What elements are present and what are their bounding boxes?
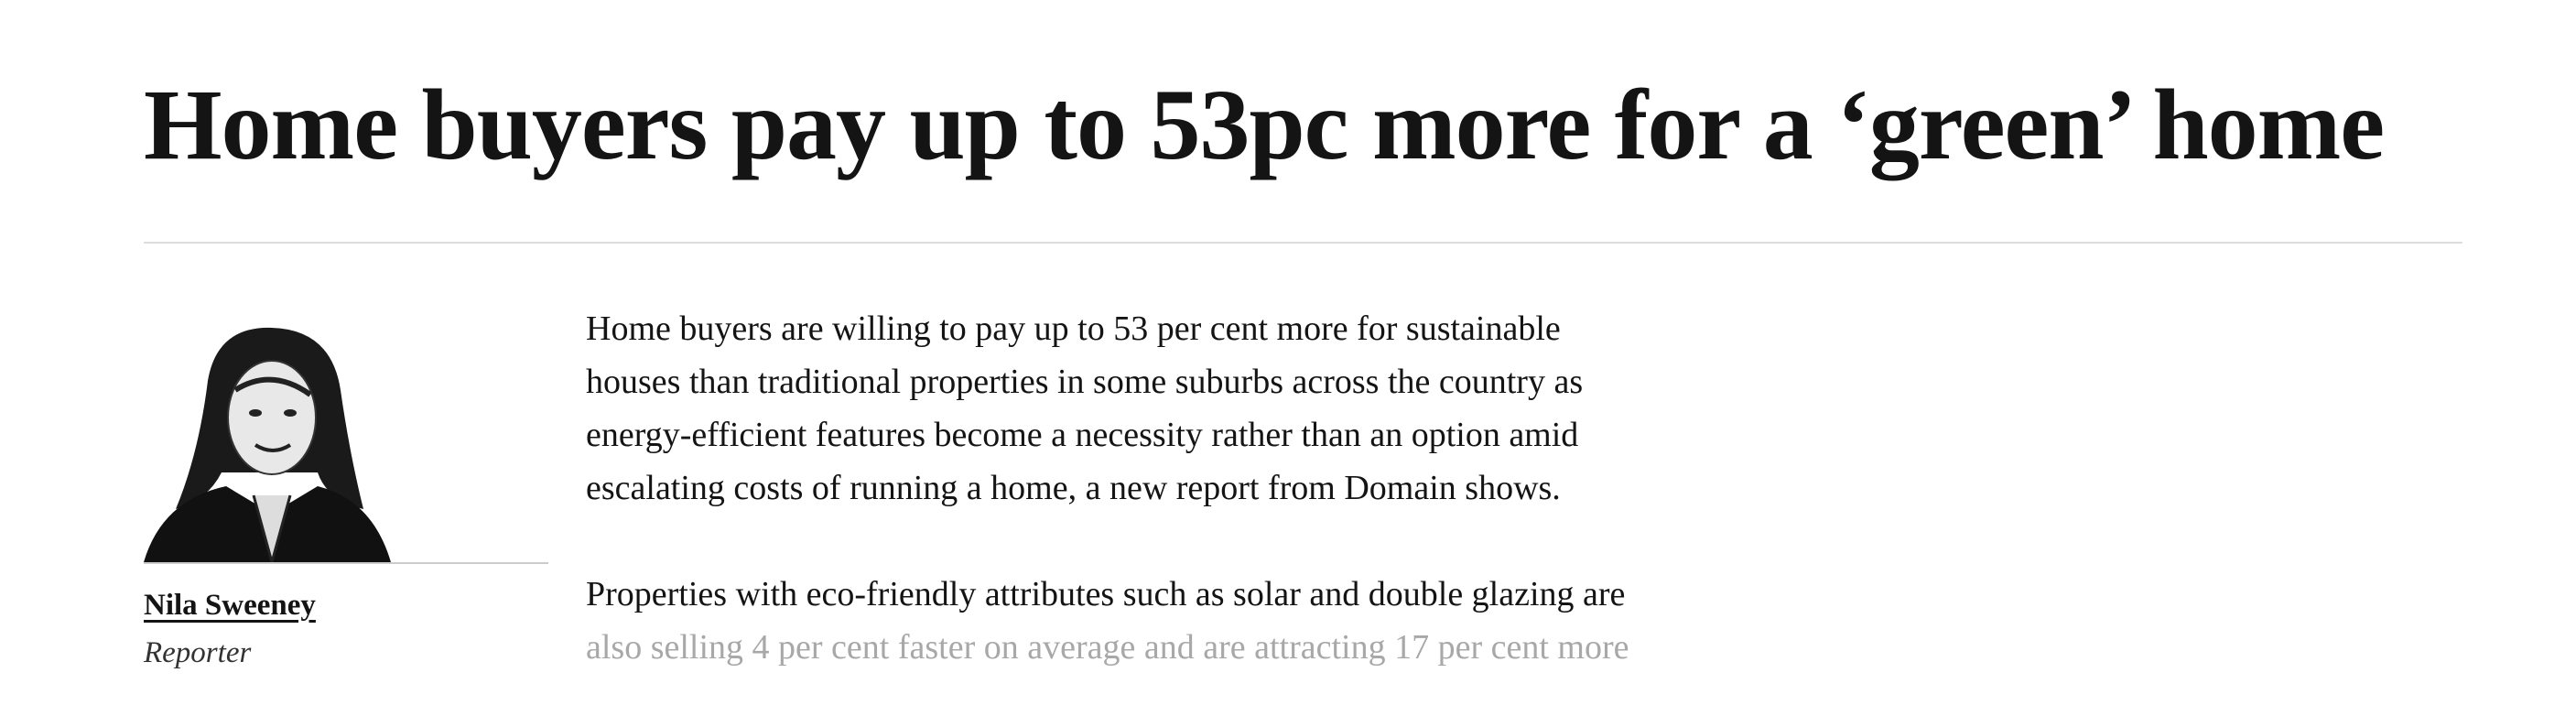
headline: Home buyers pay up to 53pc more for a ‘g… <box>144 69 2385 180</box>
text-line: Home buyers are willing to pay up to 53 … <box>586 309 1561 348</box>
text-line: energy-efficient features become a neces… <box>586 416 1579 454</box>
divider <box>144 242 2462 244</box>
text-line: houses than traditional properties in so… <box>586 363 1584 401</box>
author-name[interactable]: Nila Sweeney <box>144 589 316 622</box>
article-body: Home buyers are willing to pay up to 53 … <box>586 302 1776 727</box>
text-line: also selling 4 per cent faster on averag… <box>586 628 1629 667</box>
page: Article html, body { margin: 0; padding:… <box>144 69 2462 669</box>
author-portrait <box>144 317 391 562</box>
text-line: escalating costs of running a home, a ne… <box>586 469 1561 507</box>
paragraph: Home buyers are willing to pay up to 53 … <box>586 302 1776 515</box>
article-page: {"header": {"title": "Home buyers pay up… <box>144 69 2462 669</box>
paragraph: Properties with eco-friendly attributes … <box>586 568 1776 674</box>
author-role: Reporter <box>144 636 252 669</box>
text-line: Properties with eco-friendly attributes … <box>586 575 1626 613</box>
byline-divider <box>144 562 548 564</box>
